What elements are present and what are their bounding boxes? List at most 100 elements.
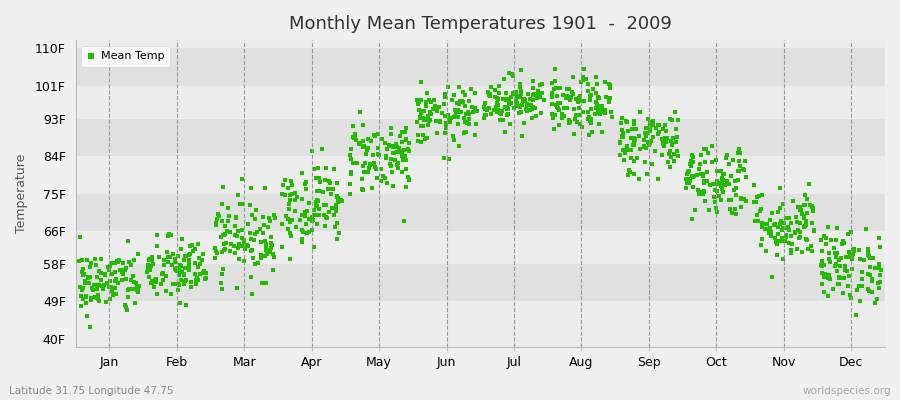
Mean Temp [526, 96, 541, 103]
Mean Temp [462, 98, 476, 104]
Mean Temp [560, 93, 574, 100]
Mean Temp [663, 164, 678, 170]
Mean Temp [278, 177, 293, 183]
Mean Temp [750, 194, 764, 201]
Mean Temp [235, 235, 249, 241]
Mean Temp [681, 180, 696, 186]
Mean Temp [245, 212, 259, 218]
Mean Temp [452, 83, 466, 90]
Mean Temp [779, 215, 794, 222]
Mean Temp [716, 176, 730, 183]
Mean Temp [126, 286, 140, 292]
Mean Temp [229, 214, 243, 221]
Mean Temp [344, 156, 358, 162]
Mean Temp [495, 96, 509, 102]
Mean Temp [355, 176, 369, 182]
Mean Temp [232, 256, 247, 262]
Mean Temp [302, 215, 317, 222]
Mean Temp [182, 263, 196, 270]
Mean Temp [670, 148, 684, 154]
Mean Temp [626, 118, 641, 124]
Mean Temp [108, 260, 122, 267]
Mean Temp [524, 102, 538, 108]
Mean Temp [266, 251, 280, 257]
Mean Temp [81, 275, 95, 282]
Mean Temp [402, 148, 417, 154]
Mean Temp [571, 112, 585, 118]
Mean Temp [141, 257, 156, 264]
Mean Temp [397, 147, 411, 153]
Mean Temp [310, 212, 324, 218]
Mean Temp [420, 135, 435, 141]
Mean Temp [705, 143, 719, 149]
Mean Temp [613, 152, 627, 158]
Mean Temp [182, 258, 196, 264]
Mean Temp [346, 123, 361, 129]
Mean Temp [487, 107, 501, 113]
Mean Temp [776, 200, 790, 207]
Mean Temp [573, 98, 588, 104]
Mean Temp [468, 132, 482, 138]
Mean Temp [378, 140, 392, 146]
Mean Temp [696, 191, 710, 197]
Mean Temp [577, 66, 591, 72]
Mean Temp [228, 232, 242, 238]
Mean Temp [481, 88, 495, 95]
Mean Temp [314, 146, 328, 152]
Mean Temp [281, 216, 295, 222]
Mean Temp [410, 119, 424, 125]
Mean Temp [297, 213, 311, 219]
Mean Temp [209, 220, 223, 226]
Mean Temp [500, 106, 515, 112]
Mean Temp [806, 227, 821, 233]
Mean Temp [567, 106, 581, 113]
Mean Temp [642, 142, 656, 148]
Mean Temp [457, 119, 472, 126]
Mean Temp [615, 134, 629, 140]
Mean Temp [560, 86, 574, 93]
Mean Temp [706, 159, 720, 165]
Mean Temp [442, 116, 456, 123]
Mean Temp [592, 106, 607, 113]
Mean Temp [393, 133, 408, 139]
Mean Temp [240, 242, 255, 248]
Mean Temp [584, 106, 598, 112]
Mean Temp [157, 262, 171, 268]
Mean Temp [145, 254, 159, 260]
Mean Temp [715, 176, 729, 182]
Mean Temp [655, 136, 670, 143]
Mean Temp [569, 112, 583, 118]
Mean Temp [747, 218, 761, 224]
Mean Temp [572, 105, 586, 112]
Mean Temp [421, 122, 436, 128]
Mean Temp [620, 143, 634, 149]
Mean Temp [779, 232, 794, 238]
Mean Temp [348, 131, 363, 138]
Mean Temp [157, 257, 171, 263]
Mean Temp [525, 115, 539, 121]
Mean Temp [330, 180, 345, 186]
Mean Temp [344, 171, 358, 177]
Mean Temp [498, 104, 512, 110]
Mean Temp [370, 174, 384, 181]
Mean Temp [245, 246, 259, 253]
Mean Temp [222, 228, 237, 235]
Mean Temp [423, 109, 437, 115]
Mean Temp [453, 98, 467, 104]
Mean Temp [715, 178, 729, 185]
Mean Temp [506, 90, 520, 96]
Mean Temp [310, 198, 325, 204]
Mean Temp [866, 255, 880, 262]
Mean Temp [249, 229, 264, 235]
Mean Temp [806, 208, 820, 214]
Mean Temp [242, 230, 256, 236]
Mean Temp [236, 201, 250, 208]
Mean Temp [261, 224, 275, 230]
Mean Temp [96, 282, 111, 288]
Mean Temp [114, 269, 129, 276]
Mean Temp [377, 175, 392, 181]
Mean Temp [663, 116, 678, 122]
Mean Temp [229, 214, 243, 221]
Mean Temp [190, 275, 204, 281]
Mean Temp [363, 160, 377, 167]
